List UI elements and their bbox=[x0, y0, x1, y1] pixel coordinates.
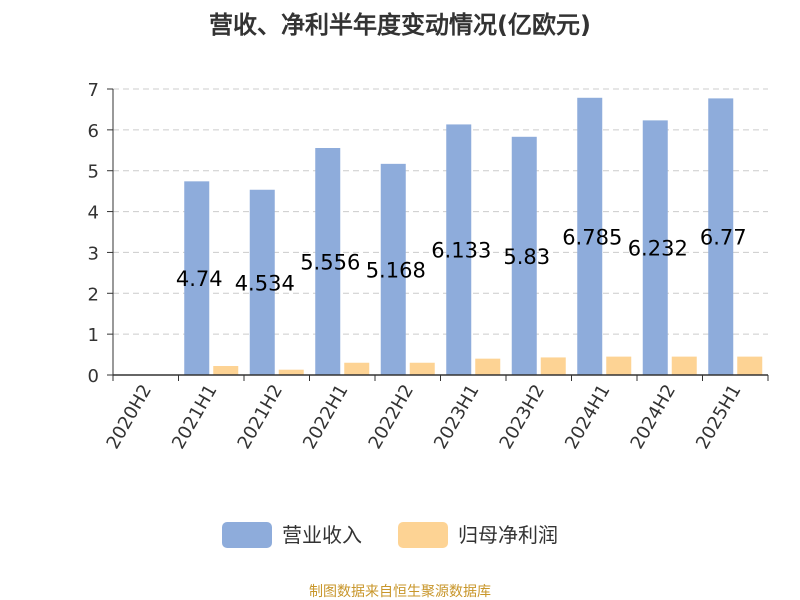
revenue-bar bbox=[708, 98, 734, 375]
revenue-bar bbox=[380, 163, 406, 375]
y-tick-label: 4 bbox=[88, 203, 99, 224]
x-tick-label: 2021H1 bbox=[168, 381, 222, 453]
net-profit-bar bbox=[213, 366, 239, 375]
revenue-bar bbox=[577, 97, 603, 375]
x-tick-label: 2025H1 bbox=[692, 381, 746, 453]
revenue-data-label: 5.168 bbox=[366, 258, 426, 282]
legend-swatch-net-profit bbox=[398, 522, 448, 548]
net-profit-bar bbox=[606, 356, 632, 375]
revenue-bar bbox=[446, 124, 472, 375]
y-tick-label: 7 bbox=[88, 80, 99, 101]
net-profit-bar bbox=[278, 369, 304, 375]
y-tick-label: 6 bbox=[88, 121, 99, 142]
revenue-bar bbox=[249, 189, 275, 375]
y-tick-label: 1 bbox=[88, 325, 99, 346]
y-tick-label: 5 bbox=[88, 162, 99, 183]
revenue-data-label: 6.77 bbox=[700, 226, 747, 250]
net-profit-bar bbox=[737, 356, 763, 375]
x-tick-label: 2022H2 bbox=[364, 381, 418, 453]
net-profit-bar bbox=[409, 362, 435, 375]
source-note: 制图数据来自恒生聚源数据库 bbox=[309, 584, 491, 600]
x-tick-label: 2022H1 bbox=[299, 381, 353, 453]
x-tick-label: 2023H1 bbox=[430, 381, 484, 453]
revenue-data-label: 4.74 bbox=[176, 267, 223, 291]
revenue-bar bbox=[642, 120, 668, 375]
net-profit-bar bbox=[671, 356, 697, 375]
legend-label-net-profit: 归母净利润 bbox=[458, 523, 558, 547]
net-profit-bar bbox=[344, 362, 370, 375]
revenue-data-label: 4.534 bbox=[235, 271, 295, 295]
revenue-data-label: 6.232 bbox=[628, 237, 688, 261]
y-tick-label: 2 bbox=[88, 284, 99, 305]
revenue-data-label: 5.83 bbox=[503, 245, 550, 269]
x-tick-label: 2020H2 bbox=[102, 381, 156, 453]
revenue-bar bbox=[184, 181, 210, 375]
x-tick-label: 2021H2 bbox=[233, 381, 287, 453]
revenue-bar bbox=[315, 147, 341, 375]
revenue-bar bbox=[511, 136, 537, 375]
legend-swatch-revenue bbox=[222, 522, 272, 548]
x-tick-label: 2023H2 bbox=[495, 381, 549, 453]
revenue-data-label: 6.133 bbox=[431, 239, 491, 263]
net-profit-bar bbox=[475, 358, 501, 375]
legend-label-revenue: 营业收入 bbox=[282, 523, 362, 547]
bars bbox=[184, 97, 763, 375]
chart-title: 营收、净利半年度变动情况(亿欧元) bbox=[209, 11, 591, 39]
legend: 营业收入 归母净利润 bbox=[222, 522, 558, 548]
y-tick-label: 3 bbox=[88, 243, 99, 264]
x-tick-label: 2024H1 bbox=[561, 381, 615, 453]
net-profit-bar bbox=[540, 357, 566, 375]
y-tick-label: 0 bbox=[88, 366, 99, 387]
revenue-data-label: 6.785 bbox=[562, 225, 622, 249]
revenue-data-label: 5.556 bbox=[300, 250, 360, 274]
grid-lines bbox=[113, 88, 768, 335]
x-tick-label: 2024H2 bbox=[626, 381, 680, 453]
